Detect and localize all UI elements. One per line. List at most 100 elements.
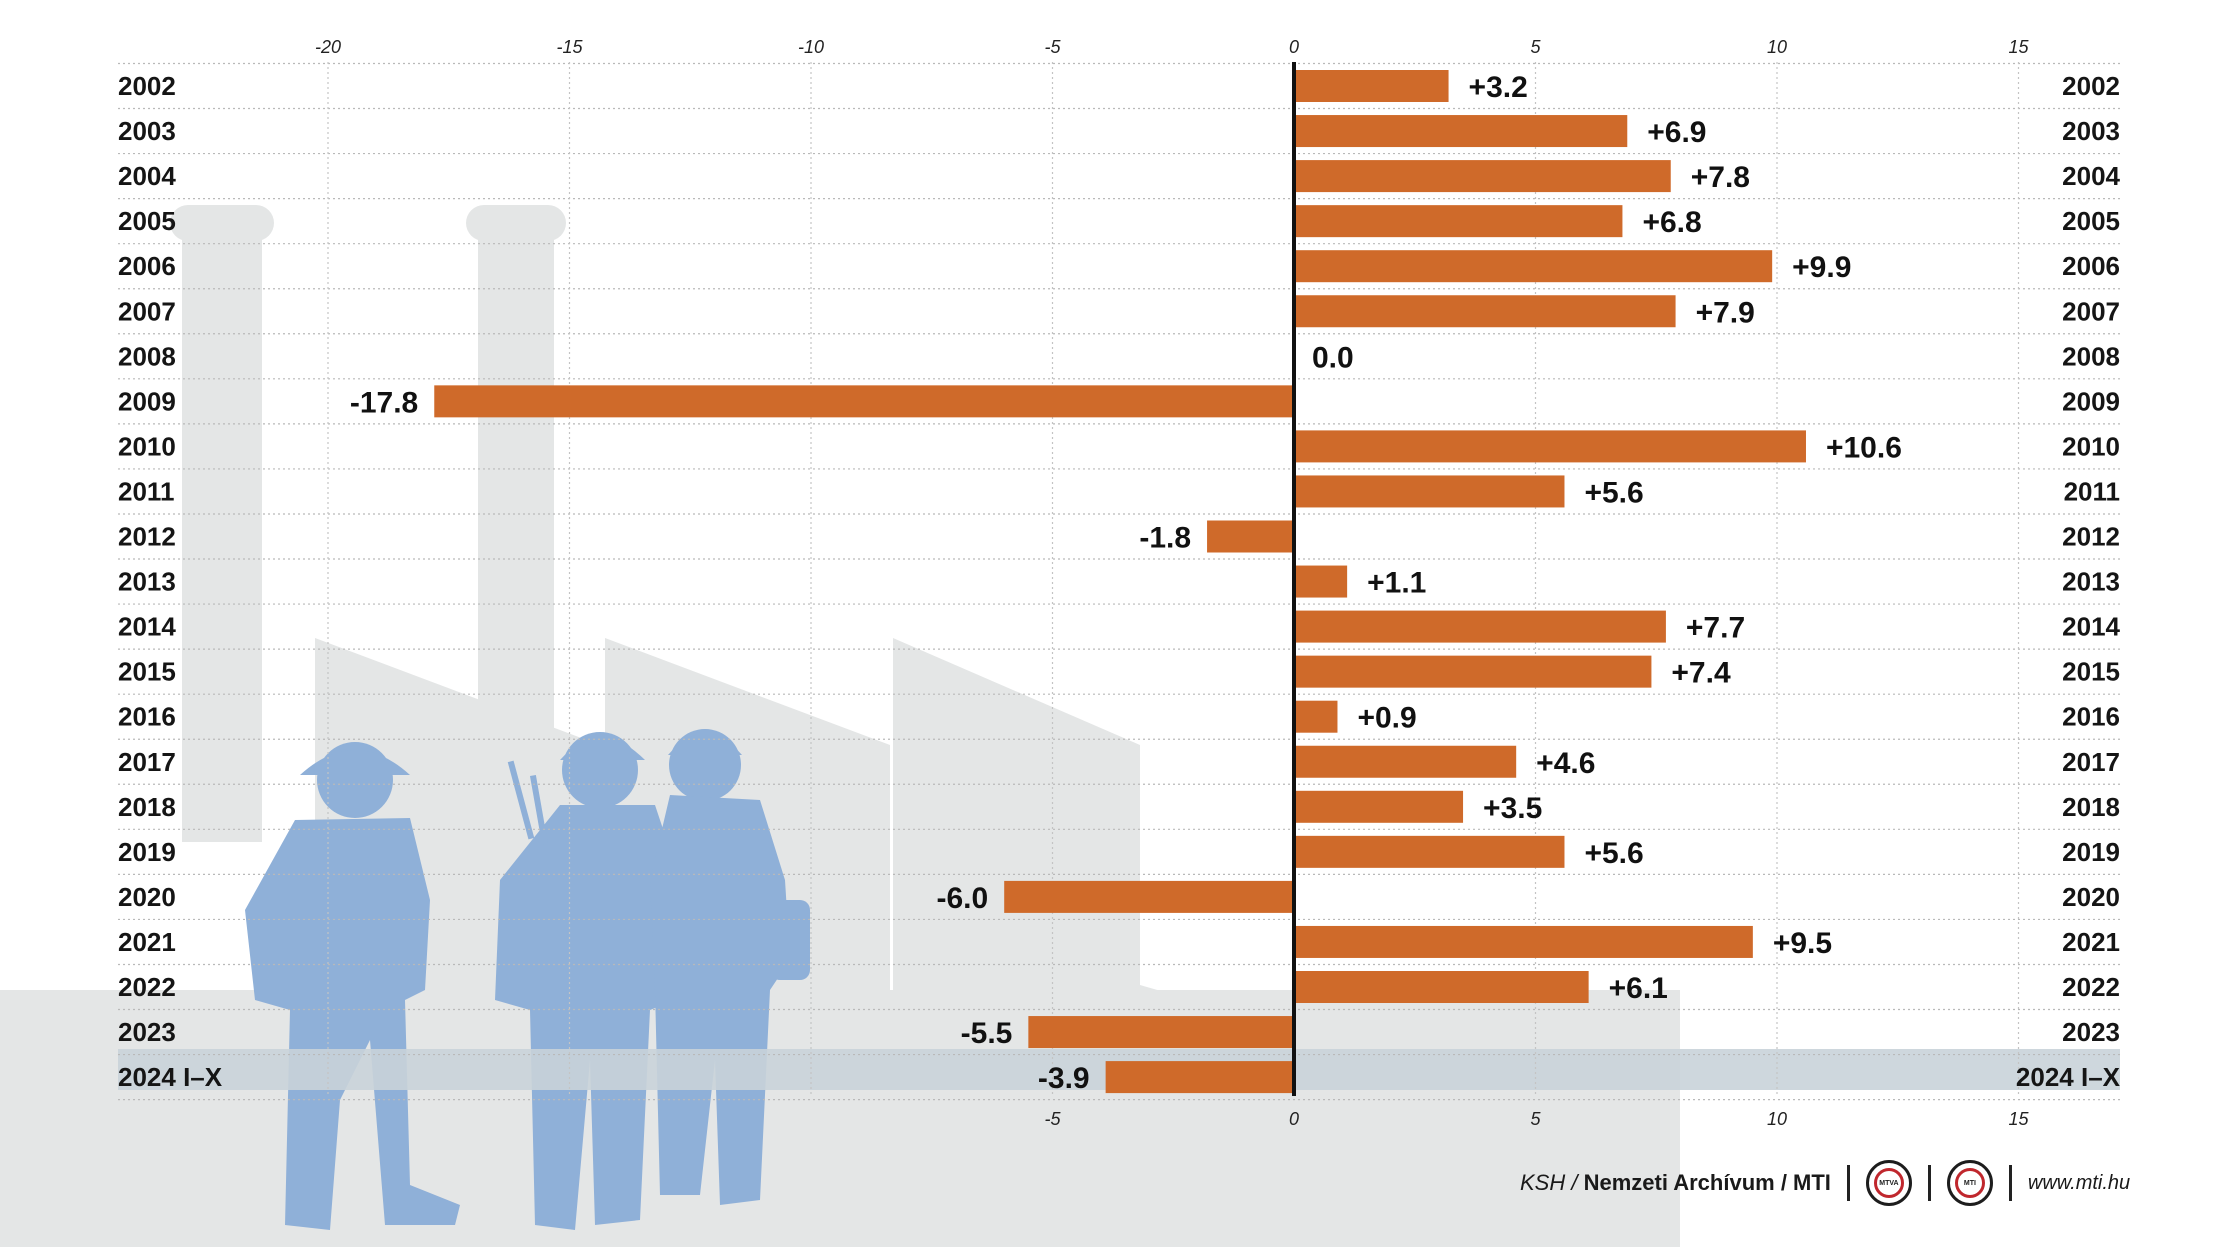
- value-labels: +3.2 +6.9 +7.8 +6.8 +9.9 +7.9 0.0 -17.8 +10.6 +5.…: [350, 71, 1902, 1095]
- category-label-left: 2005: [118, 206, 176, 236]
- source-ksh: KSH /: [1520, 1170, 1584, 1195]
- category-label-left: 2023: [118, 1017, 176, 1047]
- x-axis-ticks-top: -20 -15 -10 -5 0 5 10 15: [315, 37, 2030, 57]
- category-label-right: 2018: [2062, 792, 2120, 822]
- data-label: +7.9: [1696, 296, 1755, 329]
- x-tick-label-top: -20: [315, 37, 341, 57]
- x-axis-ticks-bottom: -5 0 5 10 15: [1044, 1109, 2029, 1129]
- category-label-right: 2016: [2062, 702, 2120, 732]
- bar: [1294, 205, 1623, 238]
- category-label-left: 2004: [118, 161, 176, 191]
- category-label-right: 2021: [2062, 927, 2120, 957]
- category-label-left: 2019: [118, 837, 176, 867]
- category-label-left: 2010: [118, 431, 176, 461]
- bar: [1294, 790, 1464, 823]
- source-archive: Nemzeti Archívum / MTI: [1583, 1170, 1831, 1195]
- x-tick-label-bottom: 15: [2008, 1109, 2029, 1129]
- bar: [1294, 971, 1589, 1003]
- category-label-right: 2004: [2062, 161, 2120, 191]
- source-footer: KSH / Nemzeti Archívum / MTI MTVA MTI ww…: [1520, 1160, 2130, 1206]
- category-label-right: 2002: [2062, 71, 2120, 101]
- category-label-left: 2020: [118, 882, 176, 912]
- category-label-right: 2023: [2062, 1017, 2120, 1047]
- data-label: +7.7: [1686, 612, 1745, 645]
- data-label: +7.8: [1691, 161, 1750, 194]
- data-label: -1.8: [1139, 522, 1191, 555]
- gridlines: [118, 62, 2120, 1101]
- bar: [1294, 655, 1652, 688]
- category-label-right: 2022: [2062, 972, 2120, 1002]
- category-label-left: 2002: [118, 71, 176, 101]
- category-label-left: 2014: [118, 612, 176, 642]
- bar: [1028, 1016, 1294, 1049]
- mti-logo: MTI: [1946, 1160, 1993, 1206]
- bar: [1294, 835, 1565, 868]
- category-label-right: 2005: [2062, 206, 2120, 236]
- data-label: +7.4: [1671, 657, 1731, 690]
- x-tick-label-top: 0: [1289, 37, 1299, 57]
- data-label: +10.6: [1826, 431, 1902, 464]
- data-label: +5.6: [1584, 476, 1643, 509]
- category-label-right: 2008: [2062, 341, 2120, 371]
- x-tick-label-top: -5: [1044, 37, 1061, 57]
- data-label: -17.8: [350, 386, 418, 419]
- bar: [1294, 700, 1338, 733]
- category-label-right: 2024 I–X: [2016, 1062, 2121, 1092]
- bar: [1294, 475, 1565, 508]
- bar: [1294, 430, 1806, 463]
- data-label: +0.9: [1357, 702, 1416, 735]
- category-label-left: 2011: [118, 476, 174, 506]
- separator: [2008, 1165, 2012, 1201]
- source-text: KSH / Nemzeti Archívum / MTI: [1520, 1170, 1831, 1196]
- x-tick-label-bottom: 10: [1767, 1109, 1787, 1129]
- x-tick-label-top: 15: [2008, 37, 2029, 57]
- bar: [1294, 295, 1676, 328]
- data-label: +4.6: [1536, 747, 1595, 780]
- bar: [1294, 250, 1773, 283]
- category-label-right: 2007: [2062, 296, 2120, 326]
- data-label: 0.0: [1312, 341, 1354, 374]
- category-label-left: 2013: [118, 567, 176, 597]
- separator: [1927, 1165, 1931, 1201]
- data-label: +3.5: [1483, 792, 1542, 825]
- bar: [1294, 925, 1753, 958]
- category-label-right: 2003: [2062, 116, 2120, 146]
- category-label-left: 2003: [118, 116, 176, 146]
- category-label-right: 2011: [2064, 476, 2120, 506]
- x-tick-label-top: 10: [1767, 37, 1787, 57]
- category-label-right: 2012: [2062, 522, 2120, 552]
- data-label: +1.1: [1367, 567, 1426, 600]
- category-label-left: 2017: [118, 747, 176, 777]
- category-label-right: 2009: [2062, 386, 2120, 416]
- data-label: +6.8: [1642, 206, 1701, 239]
- data-label: +5.6: [1584, 837, 1643, 870]
- category-label-right: 2019: [2062, 837, 2120, 867]
- category-label-right: 2014: [2062, 612, 2120, 642]
- category-labels-left: 2002 2003 2004 2005 2006 2007 2008 2009 2010 2011…: [118, 71, 223, 1092]
- bar: [1105, 1061, 1294, 1094]
- category-label-left: 2022: [118, 972, 176, 1002]
- bar: [1294, 745, 1517, 778]
- bar: [1294, 160, 1671, 193]
- category-label-right: 2013: [2062, 567, 2120, 597]
- bar: [1004, 880, 1294, 913]
- category-label-left: 2007: [118, 296, 176, 326]
- x-tick-label-bottom: 0: [1289, 1109, 1299, 1129]
- category-label-left: 2012: [118, 522, 176, 552]
- category-label-left: 2009: [118, 386, 176, 416]
- separator: [1846, 1165, 1850, 1201]
- bar: [1294, 610, 1666, 643]
- data-label: -3.9: [1038, 1062, 1090, 1095]
- category-label-left: 2015: [118, 657, 176, 687]
- category-label-left: 2021: [118, 927, 176, 957]
- website-link[interactable]: www.mti.hu: [2027, 1171, 2131, 1194]
- x-tick-label-top: 5: [1530, 37, 1541, 57]
- category-label-right: 2006: [2062, 251, 2120, 281]
- data-label: +3.2: [1469, 71, 1528, 104]
- bar: [1207, 520, 1294, 553]
- category-label-left: 2006: [118, 251, 176, 281]
- data-label: +9.9: [1792, 251, 1851, 284]
- x-tick-label-top: -15: [556, 37, 583, 57]
